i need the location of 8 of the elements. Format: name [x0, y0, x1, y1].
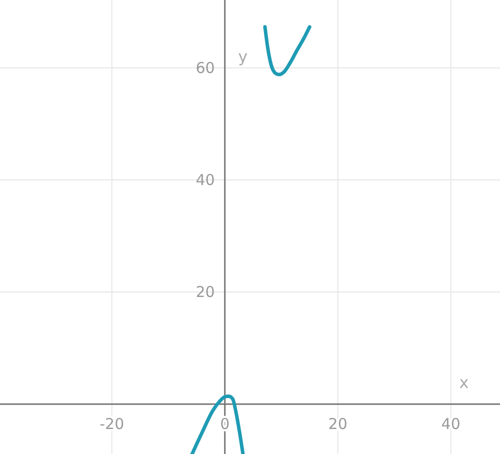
y-tick-label: 40: [196, 170, 215, 189]
x-tick-label: -20: [100, 415, 124, 434]
y-axis-title: y: [238, 46, 248, 66]
x-tick-label: 40: [441, 415, 460, 434]
y-tick-label: 60: [196, 58, 215, 77]
x-tick-label: 20: [328, 415, 348, 434]
x-axis-title: x: [459, 373, 469, 392]
y-tick-label: 20: [196, 283, 215, 302]
